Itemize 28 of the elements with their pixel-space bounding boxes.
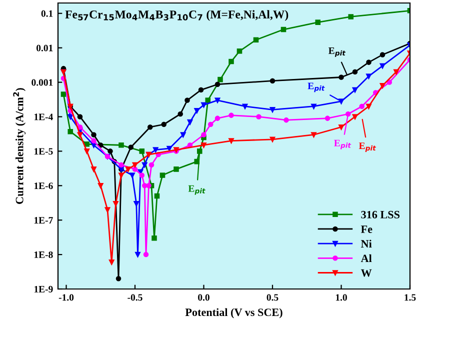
x-tick-label: -1.0 xyxy=(58,294,74,301)
y-tick-label: 1E-4 xyxy=(34,114,53,120)
annotation: E$_{pit}$ xyxy=(308,82,325,92)
y-tick-label: 0.1 xyxy=(41,10,53,17)
x-tick-label: -0.5 xyxy=(128,294,142,301)
y-tick-label: 1E-7 xyxy=(34,217,53,224)
annotation: E$_{pit}$ xyxy=(358,142,376,152)
legend-label: Al xyxy=(360,254,372,262)
chart-title: Fe$_{57}$Cr$_{15}$Mo$_{4}$M$_{4}$B$_{3}$P$_{10}$C$_{7}$ (M=Fe,Ni,Al,W) xyxy=(65,10,288,21)
x-tick-label: 1.5 xyxy=(404,294,416,301)
x-tick-label: 1.0 xyxy=(336,294,347,301)
legend-label: W xyxy=(360,269,372,277)
y-tick-label: 0.01 xyxy=(36,44,53,52)
annotation: E$_{pit}$ xyxy=(328,48,346,57)
annotation: E$_{pit}$ xyxy=(188,185,206,195)
y-axis-title: Current density (A/cm$^{2}$) xyxy=(13,88,26,204)
legend-label: 316 LSS xyxy=(361,210,400,218)
x-axis-title: Potential (V vs SCE) xyxy=(185,308,282,318)
x-tick-label: 0.5 xyxy=(266,294,278,301)
legend-label: Ni xyxy=(361,240,372,248)
y-tick-label: 1E-5 xyxy=(34,148,53,155)
annotation: E$_{pit}$ xyxy=(334,140,352,150)
y-tick-label: 1E-6 xyxy=(34,182,53,190)
y-tick-label: 1E-8 xyxy=(34,251,53,258)
y-tick-label: 0.001 xyxy=(32,79,53,86)
y-tick-label: 1E-9 xyxy=(34,286,53,292)
legend-label: Fe xyxy=(360,226,372,233)
x-tick-label: 0.0 xyxy=(198,294,210,301)
